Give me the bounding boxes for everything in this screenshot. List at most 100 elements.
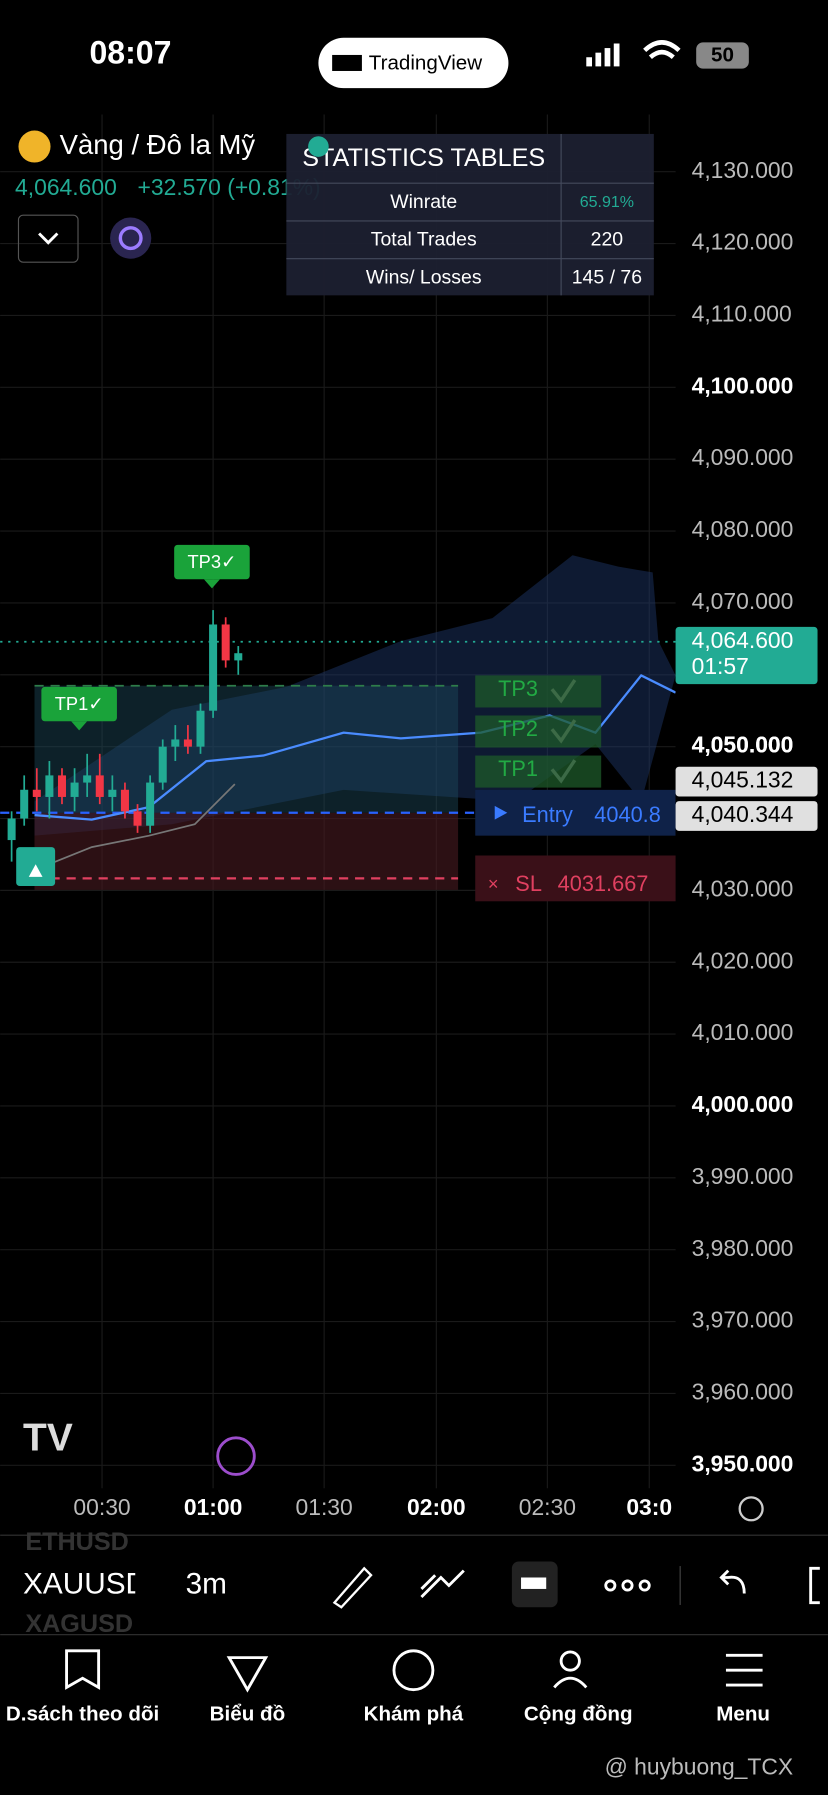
entry-box <box>475 789 676 836</box>
price-tag-label: 4,045.132 <box>692 767 794 793</box>
x-tick-label: 02:00 <box>407 1494 466 1520</box>
settings-button[interactable] <box>738 1496 764 1522</box>
candle-body <box>83 775 92 783</box>
candle-body <box>133 811 142 826</box>
stats-label: Total Trades <box>371 229 477 251</box>
y-tick-label: 3,990.000 <box>692 1163 794 1189</box>
stats-label: Wins/ Losses <box>366 266 482 288</box>
chevron <box>38 232 59 245</box>
nav-item[interactable]: Cộng đồng <box>524 1702 633 1725</box>
price-tag <box>675 801 818 831</box>
candle-body <box>221 624 230 661</box>
tp-marker-label: TP1✓ <box>55 693 104 714</box>
trend-line <box>34 673 677 821</box>
stats-value: 145 / 76 <box>572 266 642 288</box>
fullscreen[interactable] <box>809 1566 820 1605</box>
tp-box <box>475 755 602 788</box>
draw-tool[interactable] <box>332 1566 373 1609</box>
candle-body <box>158 746 167 783</box>
x-tick-label: 01:00 <box>184 1494 243 1520</box>
tp-marker-label: TP3✓ <box>188 551 237 572</box>
symbol-icon <box>18 130 51 163</box>
sl-value: 4031.667 <box>558 871 649 896</box>
tp-label: TP3 <box>498 676 538 701</box>
candle-body <box>183 739 192 747</box>
last-price-tag <box>675 626 818 685</box>
candle-body <box>95 775 104 797</box>
buy-arrow <box>28 864 43 877</box>
brand: TradingView <box>369 52 482 75</box>
tp-marker <box>41 686 117 722</box>
stats-value: 220 <box>591 229 624 251</box>
y-tick-label: 4,010.000 <box>692 1019 794 1045</box>
axis-label-4050: 4,050.000 <box>692 732 794 758</box>
y-tick-label: 4,030.000 <box>692 875 794 901</box>
y-tick-label: 4,000.000 <box>692 1091 794 1117</box>
tp-box <box>475 675 602 708</box>
y-tick-label: 3,960.000 <box>692 1378 794 1404</box>
stats-title: STATISTICS TABLES <box>302 144 545 172</box>
tv-logo: TV <box>23 1416 73 1459</box>
y-tick-label: 4,050.000 <box>692 732 794 758</box>
nav-item[interactable]: Khám phá <box>364 1702 464 1725</box>
brand-pill[interactable] <box>318 37 509 89</box>
x-tick-label: 00:30 <box>73 1494 130 1520</box>
tp-check <box>550 719 577 744</box>
nav-item[interactable]: D.sách theo dõi <box>6 1702 159 1725</box>
collapse-button[interactable] <box>17 214 79 263</box>
candle-body <box>32 789 41 797</box>
y-tick-label: 3,970.000 <box>692 1307 794 1333</box>
candle-body <box>171 739 180 747</box>
stats-table: STATISTICS TABLES Winrate 65.91% Total T… <box>286 133 654 296</box>
brand-logo <box>332 54 362 71</box>
line-tool[interactable] <box>420 1569 465 1598</box>
entry-value: 4040.8 <box>594 802 661 827</box>
interval[interactable]: 3m <box>186 1567 227 1600</box>
signal <box>586 43 620 67</box>
candle-body <box>196 710 205 747</box>
tp-check <box>550 759 577 784</box>
y-tick-label: 3,950.000 <box>692 1450 794 1476</box>
indicator-icon <box>521 1577 547 1589</box>
next-symbol: XAGUSD <box>25 1610 133 1638</box>
last-price: 4,064.600 <box>692 627 794 653</box>
y-tick-label: 4,020.000 <box>692 947 794 973</box>
candle-body <box>20 789 29 819</box>
y-tick-label: 4,110.000 <box>692 300 792 326</box>
sl-box <box>475 855 676 902</box>
tp-label: TP1 <box>498 756 538 781</box>
entry-icon <box>494 805 508 820</box>
candle-body <box>209 624 218 711</box>
candle-body <box>45 775 54 797</box>
watermark: @ huybuong_TCX <box>605 1754 794 1780</box>
tp-label: TP2 <box>498 716 538 741</box>
y-tick-label: 4,070.000 <box>692 588 794 614</box>
symbol-price: 4,064.600 <box>15 174 117 200</box>
sync-button[interactable] <box>110 217 152 259</box>
x-tick-label: 03:0 <box>626 1494 672 1520</box>
candle-body <box>57 775 66 797</box>
y-tick-label: 4,100.000 <box>692 372 794 398</box>
nav-item[interactable]: Biểu đồ <box>210 1702 286 1725</box>
replay-button[interactable] <box>216 1436 256 1476</box>
more-tool[interactable] <box>604 1579 651 1592</box>
entry-label: Entry <box>522 802 573 827</box>
sl-icon: × <box>488 873 499 894</box>
y-tick-label: 4,090.000 <box>692 444 794 470</box>
tp-box <box>475 715 602 748</box>
nav-item[interactable]: Menu <box>716 1702 770 1725</box>
toolbar-symbol[interactable]: XAUUSD <box>23 1567 147 1600</box>
candle-body <box>70 782 79 797</box>
loss-zone <box>34 812 459 890</box>
candle-body <box>234 653 243 661</box>
clock: 08:07 <box>89 34 171 70</box>
candle-body <box>7 818 16 841</box>
candle-body <box>146 782 155 826</box>
y-tick-label: 4,130.000 <box>692 157 794 183</box>
undo[interactable] <box>719 1569 746 1594</box>
candle-body <box>108 789 117 797</box>
stats-label: Winrate <box>390 191 457 213</box>
slow-line <box>34 783 236 871</box>
x-tick-label: 01:30 <box>296 1494 353 1520</box>
